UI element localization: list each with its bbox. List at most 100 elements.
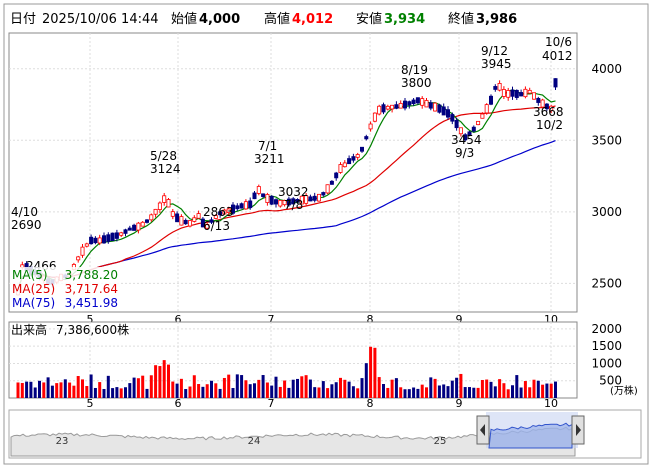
legend-ma75-value: 3,451.98 (65, 296, 118, 310)
annotation-value: 3945 (481, 57, 512, 71)
open-value: 4,000 (199, 12, 240, 27)
candle-body (355, 154, 360, 158)
volume-bar (124, 387, 127, 398)
candle-body (140, 221, 145, 227)
volume-bar (416, 388, 420, 398)
candle-body (420, 98, 425, 106)
volume-value: 7,386,600株 (56, 322, 129, 337)
candle-body (519, 92, 524, 97)
volume-bar (528, 387, 532, 398)
price-month-label: 6 (175, 313, 182, 326)
navigator-right-handle[interactable] (571, 415, 585, 445)
candle-body (170, 211, 175, 217)
price-grid (9, 33, 577, 312)
volume-bar (149, 375, 153, 398)
volume-bar (330, 384, 334, 398)
volume-bar (248, 384, 252, 398)
volume-bar (360, 378, 364, 398)
volume-bar (502, 383, 506, 398)
candle-body (445, 109, 450, 118)
annotation-value: 3454 (451, 133, 482, 147)
volume-bar (145, 388, 149, 398)
candle-body (544, 103, 549, 110)
candle-body (471, 126, 476, 132)
ma25-line (17, 105, 556, 290)
candle-body (157, 202, 162, 210)
volume-bar (162, 360, 166, 398)
candle-body (394, 104, 399, 109)
annotation-date: 10/6 (545, 35, 572, 49)
volume-bar (42, 382, 46, 398)
volume-bar (81, 379, 84, 398)
volume-bar (519, 387, 523, 398)
candle-body (476, 120, 481, 126)
volume-bar (179, 378, 183, 398)
volume-bar (270, 385, 274, 398)
candle-body (488, 95, 493, 105)
volume-tick-label: 500 (599, 374, 622, 388)
volume-bar (227, 374, 231, 398)
navigator-left-handle[interactable] (476, 415, 490, 445)
volume-bar (136, 378, 140, 398)
volume-bar (231, 388, 235, 398)
legend-ma25-value: 3,717.64 (65, 282, 118, 296)
volume-bar (506, 389, 510, 398)
candle-body (334, 172, 339, 179)
candle-body (398, 103, 403, 109)
candle-body (484, 104, 489, 114)
volume-bar (154, 365, 158, 398)
volume-bar (343, 379, 347, 398)
candle-body (200, 218, 205, 228)
candle-body (364, 136, 369, 140)
volume-bar (192, 375, 196, 398)
volume-bar (541, 384, 545, 398)
close-value: 3,986 (476, 12, 517, 27)
candle-body (80, 246, 85, 256)
annotation-value: 3668 (533, 105, 564, 119)
volume-bar (369, 346, 373, 398)
candle-body (299, 195, 304, 205)
candle-body (390, 104, 395, 110)
candle-body (454, 119, 459, 129)
volume-bar (128, 383, 132, 398)
chevron-left-icon (480, 424, 485, 436)
candle-body (532, 92, 537, 100)
candle-body (205, 224, 210, 229)
candle-body (497, 83, 502, 91)
candle-body (110, 232, 115, 242)
volume-bar (313, 387, 317, 398)
volume-bar (33, 387, 37, 398)
close-label: 終値 (448, 11, 474, 27)
volume-bar (16, 382, 20, 398)
volume-bar (373, 347, 377, 398)
volume-bar (55, 383, 59, 398)
candle-body (183, 219, 188, 225)
annotation-value: 3800 (401, 76, 432, 90)
candle-body (506, 90, 511, 98)
candle-body (209, 219, 214, 223)
volume-bar (347, 381, 351, 398)
candle-body (239, 203, 244, 209)
price-tick-label: 3000 (591, 205, 622, 219)
volume-bar (437, 385, 441, 398)
volume-bar (235, 374, 239, 398)
candle-body (381, 104, 386, 113)
volume-x-axis: 5 6 7 8 9 10 (87, 397, 559, 410)
candle-body (123, 229, 128, 234)
volume-bar (549, 383, 553, 398)
volume-bar (351, 386, 355, 398)
volume-bar (167, 364, 170, 398)
candle-body (166, 199, 171, 208)
candle-body (106, 234, 111, 242)
volume-label: 出来高 (11, 322, 47, 337)
date-label: 日付 (10, 12, 36, 27)
volume-bars (16, 346, 557, 398)
volume-bar (334, 382, 338, 398)
candle-body (325, 184, 330, 194)
candle-body (102, 235, 107, 244)
candle-body (510, 89, 515, 97)
volume-bar (321, 381, 325, 398)
volume-bar (244, 380, 248, 398)
volume-bar (498, 379, 502, 398)
